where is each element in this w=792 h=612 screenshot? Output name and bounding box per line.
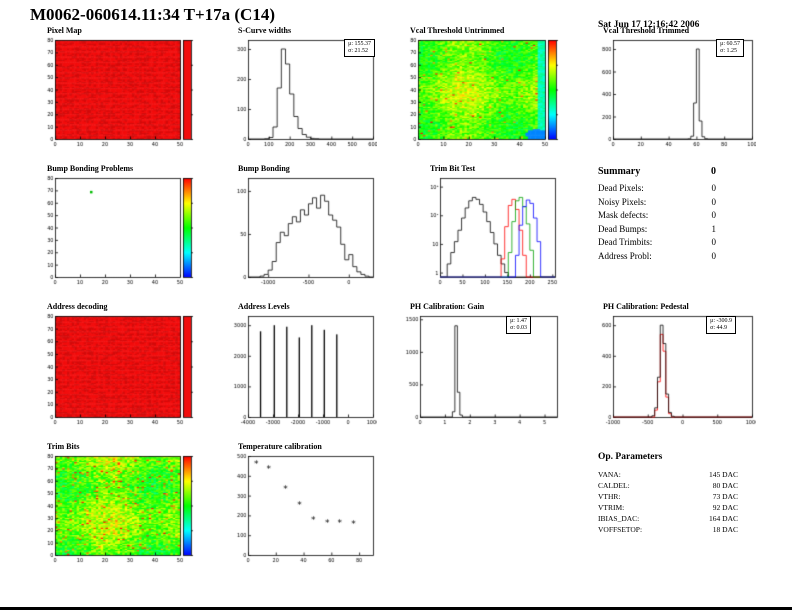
summary-value: 0 — [711, 196, 717, 207]
panel-ph-pedestal: PH Calibration: Pedestal μ: -300.9 σ: 44… — [596, 302, 758, 427]
summary-row: Dead Trimbits: 0 — [598, 236, 716, 250]
ph-gain-canvas — [403, 313, 561, 427]
op-value: 73 DAC — [712, 492, 738, 501]
op-value: 18 DAC — [712, 525, 738, 534]
summary-row: Dead Bumps: 1 — [598, 223, 716, 237]
address-decoding-canvas — [40, 313, 196, 427]
panel-bump-bonding-problems: Bump Bonding Problems — [40, 164, 198, 287]
stat-mu: μ: 60.57 — [720, 41, 740, 47]
summary-row: Address Probl: 0 — [598, 250, 716, 264]
op-label: VANA: — [598, 470, 621, 479]
op-parameter-row: CALDEL: 80 DAC — [598, 480, 738, 491]
bump-bonding-title: Bump Bonding — [238, 164, 290, 173]
panel-bump-bonding: Bump Bonding — [231, 164, 379, 287]
op-label: IBIAS_DAC: — [598, 514, 640, 523]
stat-sigma: σ: 1.25 — [720, 48, 738, 54]
ph-gain-title: PH Calibration: Gain — [410, 302, 485, 311]
op-parameter-row: VTHR: 73 DAC — [598, 491, 738, 502]
summary-label: Noisy Pixels: — [598, 196, 647, 207]
summary-label: Dead Bumps: — [598, 223, 648, 234]
panel-address-levels: Address Levels — [231, 302, 379, 427]
op-value: 164 DAC — [709, 514, 738, 523]
panel-pixel-map: Pixel Map — [40, 26, 198, 149]
stats-box: μ: 1.47 σ: 0.03 — [506, 316, 531, 334]
stat-mu: μ: 1.47 — [510, 318, 527, 324]
summary-total: 0 — [711, 166, 716, 177]
op-label: VTHR: — [598, 492, 621, 501]
summary-row: Noisy Pixels: 0 — [598, 196, 716, 210]
summary-block: Summary 0 Dead Pixels: 0 Noisy Pixels: 0 M… — [598, 166, 716, 263]
summary-label: Address Probl: — [598, 250, 652, 261]
bump-bonding-problems-canvas — [40, 175, 196, 287]
panel-ph-gain: PH Calibration: Gain μ: 1.47 σ: 0.03 — [403, 302, 563, 427]
address-decoding-title: Address decoding — [47, 302, 108, 311]
stat-sigma: σ: 0.03 — [510, 325, 527, 331]
op-parameter-row: VTRIM: 92 DAC — [598, 502, 738, 513]
temperature-calibration-title: Temperature calibration — [238, 442, 322, 451]
scurve-widths-title: S-Curve widths — [238, 26, 292, 35]
timestamp: Sat Jun 17 12:16:42 2006 — [598, 20, 700, 30]
summary-label: Dead Trimbits: — [598, 237, 653, 247]
summary-value: 0 — [711, 210, 717, 220]
pixel-map-title: Pixel Map — [47, 26, 82, 35]
op-parameter-row: VANA: 145 DAC — [598, 469, 738, 480]
stat-sigma: σ: 44.9 — [710, 325, 728, 331]
stat-mu: μ: -300.9 — [710, 318, 732, 324]
bump-bonding-canvas — [231, 175, 377, 287]
op-parameter-row: VOFFSETOP: 18 DAC — [598, 524, 738, 535]
stats-box: μ: -300.9 σ: 44.9 — [706, 316, 736, 334]
footer-rule — [0, 607, 792, 610]
op-value: 145 DAC — [709, 470, 738, 479]
op-value: 92 DAC — [712, 503, 738, 512]
address-levels-canvas — [231, 313, 377, 427]
bump-bonding-problems-title: Bump Bonding Problems — [47, 164, 134, 173]
stats-box: μ: 60.57 σ: 1.25 — [716, 39, 744, 57]
pixel-map-canvas — [40, 37, 196, 149]
panel-address-decoding: Address decoding — [40, 302, 198, 427]
op-value: 80 DAC — [712, 481, 738, 490]
summary-value: 0 — [711, 237, 717, 247]
stats-box: μ: 155.37 σ: 21.52 — [344, 39, 375, 57]
address-levels-title: Address Levels — [238, 302, 290, 311]
trim-bits-canvas — [40, 453, 196, 565]
vcal-trimmed-title: Vcal Threshold Trimmed — [603, 26, 690, 35]
trim-bit-test-canvas — [423, 175, 559, 287]
summary-value: 1 — [711, 223, 717, 234]
op-parameter-row: IBIAS_DAC: 164 DAC — [598, 513, 738, 524]
stat-sigma: σ: 21.52 — [348, 48, 369, 54]
summary-row: Dead Pixels: 0 — [598, 182, 716, 196]
stat-mu: μ: 155.37 — [348, 41, 371, 47]
summary-title: Summary — [598, 166, 641, 177]
summary-label: Mask defects: — [598, 210, 649, 220]
summary-value: 0 — [711, 183, 717, 193]
op-parameters-title: Op. Parameters — [598, 452, 663, 462]
temperature-calibration-canvas — [231, 453, 377, 565]
op-label: CALDEL: — [598, 481, 630, 490]
op-label: VTRIM: — [598, 503, 625, 512]
summary-row: Mask defects: 0 — [598, 209, 716, 223]
trim-bit-test-title: Trim Bit Test — [430, 164, 476, 173]
trim-bits-title: Trim Bits — [47, 442, 80, 451]
panel-vcal-trimmed: Vcal Threshold Trimmed μ: 60.57 σ: 1.25 — [596, 26, 758, 149]
summary-value: 0 — [711, 250, 717, 261]
op-parameters-block: Op. Parameters VANA: 145 DAC CALDEL: 80 DA… — [598, 452, 738, 535]
summary-label: Dead Pixels: — [598, 183, 644, 193]
page-title: M0062-060614.11:34 T+17a (C14) — [30, 5, 275, 24]
vcal-untrimmed-title: Vcal Threshold Untrimmed — [410, 26, 505, 35]
vcal-untrimmed-canvas — [403, 37, 561, 149]
panel-vcal-untrimmed: Vcal Threshold Untrimmed — [403, 26, 563, 149]
panel-scurve-widths: S-Curve widths μ: 155.37 σ: 21.52 — [231, 26, 379, 149]
panel-temperature-calibration: Temperature calibration — [231, 442, 379, 565]
ph-pedestal-title: PH Calibration: Pedestal — [603, 302, 689, 311]
panel-trim-bit-test: Trim Bit Test — [423, 164, 561, 287]
panel-trim-bits: Trim Bits — [40, 442, 198, 565]
op-label: VOFFSETOP: — [598, 525, 643, 534]
